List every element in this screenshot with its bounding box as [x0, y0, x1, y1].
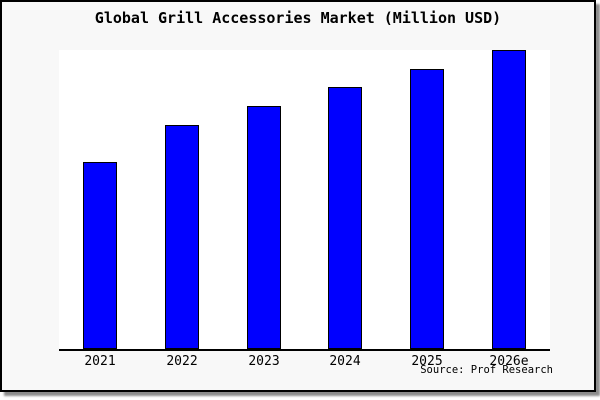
x-tick-label-2022: 2022	[166, 354, 198, 369]
source-note: Source: Prof Research	[420, 364, 553, 376]
bar-2021	[83, 162, 117, 349]
bar-2023	[247, 106, 281, 349]
chart-canvas: Global Grill Accessories Market (Million…	[0, 0, 596, 392]
x-tick-label-2023: 2023	[248, 354, 280, 369]
bar-2022	[165, 125, 199, 349]
x-tick-label-2021: 2021	[84, 354, 116, 369]
x-tick-label-2024: 2024	[329, 354, 361, 369]
chart-title: Global Grill Accessories Market (Million…	[94, 9, 502, 27]
bar-2024	[328, 87, 362, 349]
x-tick-label-2025: 2025	[411, 354, 443, 369]
bar-2025	[410, 69, 444, 349]
x-axis-labels: 2021 2022 2023 2024 2025 2026e	[2, 354, 594, 372]
plot-area	[59, 50, 550, 351]
x-tick-label-2026e: 2026e	[489, 354, 529, 369]
bar-2026e	[492, 50, 526, 349]
